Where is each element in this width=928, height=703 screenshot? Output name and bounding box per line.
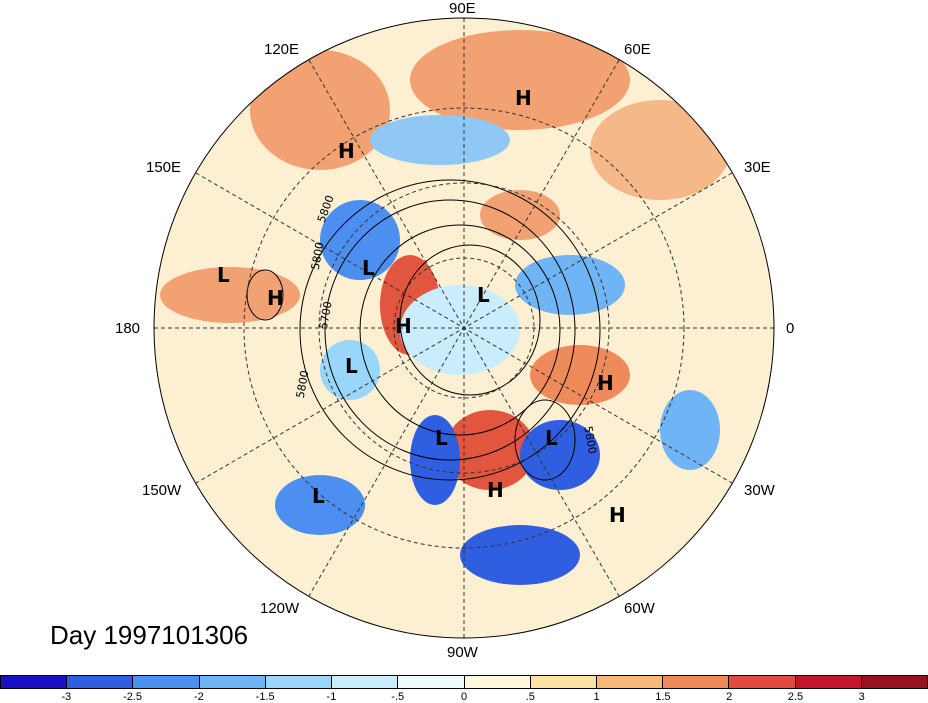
pressure-center: L [312,484,325,508]
colorbar-tick-label: -1.5 [255,691,275,703]
lon-label-90e: 90E [449,0,476,17]
cold-anomaly [520,420,600,490]
cold-anomaly [460,525,580,585]
colorbar-bin [332,676,399,688]
colorbar-tick-label: 1 [593,691,600,703]
lon-label-60e: 60E [624,41,651,58]
colorbar-tick-label: 2.5 [787,691,804,703]
cold-anomaly [410,415,460,505]
latitude-circle [243,107,685,549]
map-border [153,17,775,639]
colorbar-tick-label: -2.5 [123,691,143,703]
colorbar-bin [729,676,796,688]
colorbar-tick-label: -3 [61,691,72,703]
lon-label-180: 180 [115,320,141,337]
pressure-center: L [435,426,448,450]
pressure-center: H [515,86,532,110]
cold-anomaly [400,285,520,375]
warm-anomaly [250,50,390,170]
cold-anomaly [275,475,365,535]
colorbar-tick-label: -1 [326,691,337,703]
height-contour [324,199,576,461]
colorbar-bin [596,676,664,688]
contour-label: 5800 [309,241,327,271]
pressure-centers: H H L H L H L L H L L H L H [217,86,626,527]
colorbar-bin [1,676,68,688]
pressure-center: L [345,354,358,378]
meridian [195,172,733,484]
height-contour [359,224,561,436]
contour-label: 5700 [317,300,335,330]
colorbar-tick-label: -2 [193,691,204,703]
pressure-center: H [487,478,504,502]
lon-label-150e: 150E [146,159,182,176]
colorbar [0,675,928,689]
lon-label-60w: 60W [624,600,655,617]
height-contour [399,244,541,396]
pressure-center: H [267,286,284,310]
colorbar-bin [398,676,465,688]
lon-label-30e: 30E [744,159,771,176]
day-title: Day 1997101306 [50,620,249,650]
colorbar-bin [67,676,134,688]
colorbar-bin [464,676,531,688]
pressure-center: H [597,371,614,395]
colorbar-bin [530,676,597,688]
warm-anomaly [160,267,300,323]
cold-anomaly [370,115,510,165]
pressure-center: L [477,283,490,307]
height-contour [514,399,576,481]
colorbar-bin [265,676,333,688]
warm-anomaly [590,100,730,200]
contour-label: 5800 [581,425,599,455]
colorbar-tick-label: 2 [726,691,733,703]
colorbar-tick-label: -.5 [391,691,405,703]
colorbar-tick-label: .5 [525,691,535,703]
warm-anomaly [445,410,535,490]
pressure-center: H [609,503,626,527]
colorbar-bin [199,676,266,688]
height-contour [246,269,284,321]
colorbar-bin [663,676,730,688]
cold-anomaly [660,390,720,470]
lon-label-0: 0 [786,320,795,337]
pressure-center: L [545,426,558,450]
height-contour [299,179,601,481]
lon-label-120w: 120W [260,600,300,617]
pressure-center: H [395,314,412,338]
lon-label-150w: 150W [142,482,182,499]
polar-map: H H L H L H L L H L L H L H 5800 5800 57… [153,17,775,639]
pressure-center: L [217,263,230,287]
contour-labels: 5800 5800 5700 5800 5800 [294,194,599,455]
colorbar-bin [795,676,862,688]
pressure-center: H [338,139,355,163]
warm-anomaly [480,190,560,240]
colorbar-tick-label: 3 [858,691,865,703]
lon-label-90w: 90W [447,644,478,661]
lon-label-30w: 30W [744,482,775,499]
warm-anomaly [410,30,630,130]
colorbar-tick-label: 0 [460,691,468,703]
cold-anomaly [515,255,625,315]
contour-label: 5800 [294,369,312,399]
pressure-center: L [362,256,375,280]
warm-anomaly [530,345,630,405]
lon-label-120e: 120E [264,41,300,58]
colorbar-bin [861,676,928,688]
colorbar-bin [133,676,200,688]
colorbar-tick-label: 1.5 [655,691,671,703]
